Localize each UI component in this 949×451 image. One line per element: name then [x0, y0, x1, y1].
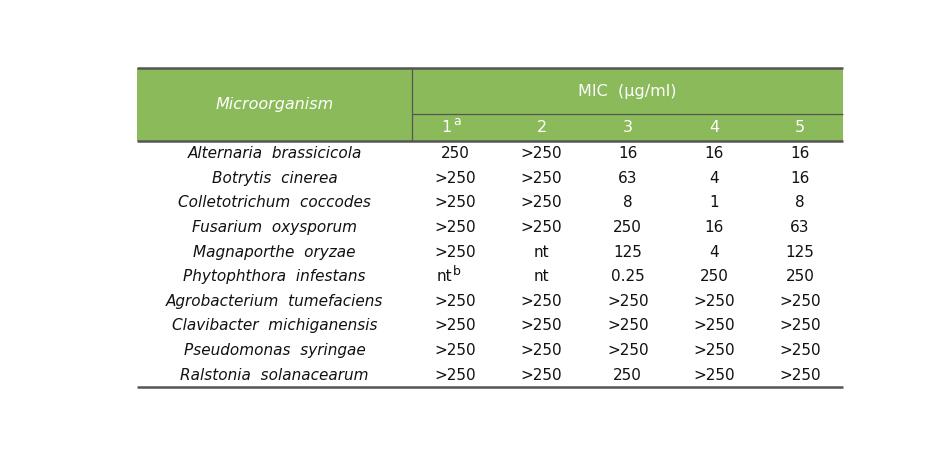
Text: 3: 3 [623, 120, 633, 135]
Text: Agrobacterium  tumefaciens: Agrobacterium tumefaciens [166, 294, 383, 309]
Text: >250: >250 [435, 368, 476, 383]
Text: 4: 4 [709, 120, 719, 135]
Text: 4: 4 [709, 245, 718, 260]
Text: >250: >250 [779, 343, 821, 358]
Text: >250: >250 [693, 318, 735, 333]
Text: 8: 8 [623, 195, 633, 211]
Text: 250: 250 [699, 269, 728, 284]
Text: Phytophthora  infestans: Phytophthora infestans [183, 269, 366, 284]
Bar [137, 166, 843, 191]
Text: >250: >250 [521, 220, 563, 235]
Text: >250: >250 [521, 171, 563, 186]
Text: >250: >250 [521, 294, 563, 309]
Text: Magnaporthe  oryzae: Magnaporthe oryzae [194, 245, 356, 260]
Text: >250: >250 [607, 318, 648, 333]
Text: nt: nt [437, 269, 452, 284]
Text: 63: 63 [618, 171, 638, 186]
Bar [137, 215, 843, 240]
Bar [137, 240, 843, 264]
Bar [137, 314, 843, 338]
Bar [137, 264, 843, 289]
Text: >250: >250 [435, 220, 476, 235]
Text: nt: nt [533, 269, 549, 284]
Text: Ralstonia  solanacearum: Ralstonia solanacearum [180, 368, 369, 383]
Text: >250: >250 [521, 318, 563, 333]
Text: 250: 250 [441, 146, 470, 161]
Text: >250: >250 [521, 195, 563, 211]
Bar [137, 338, 843, 363]
Bar [137, 191, 843, 215]
Text: >250: >250 [693, 294, 735, 309]
Text: Clavibacter  michiganensis: Clavibacter michiganensis [172, 318, 378, 333]
Text: >250: >250 [693, 343, 735, 358]
Text: >250: >250 [521, 146, 563, 161]
Text: 250: 250 [786, 269, 814, 284]
Text: 5: 5 [795, 120, 805, 135]
Text: >250: >250 [435, 294, 476, 309]
Text: 16: 16 [791, 171, 809, 186]
Text: b: b [454, 265, 461, 278]
Text: 16: 16 [791, 146, 809, 161]
Text: >250: >250 [779, 368, 821, 383]
Text: nt: nt [533, 245, 549, 260]
Text: 125: 125 [613, 245, 642, 260]
Text: Pseudomonas  syringae: Pseudomonas syringae [184, 343, 365, 358]
Text: 16: 16 [618, 146, 638, 161]
Text: 125: 125 [786, 245, 814, 260]
Text: 8: 8 [795, 195, 805, 211]
Text: 4: 4 [709, 171, 718, 186]
Text: MIC  (μg/ml): MIC (μg/ml) [579, 84, 677, 99]
Bar [137, 142, 843, 166]
Text: >250: >250 [607, 343, 648, 358]
Text: >250: >250 [693, 368, 735, 383]
Text: 16: 16 [704, 146, 723, 161]
Text: >250: >250 [435, 245, 476, 260]
Text: Microorganism: Microorganism [215, 97, 334, 112]
Text: Botrytis  cinerea: Botrytis cinerea [212, 171, 338, 186]
Text: >250: >250 [521, 368, 563, 383]
Text: Fusarium  oxysporum: Fusarium oxysporum [193, 220, 357, 235]
Text: 16: 16 [704, 220, 723, 235]
Text: 250: 250 [613, 368, 642, 383]
Text: >250: >250 [779, 294, 821, 309]
Bar [137, 363, 843, 387]
Text: 2: 2 [536, 120, 547, 135]
Text: 63: 63 [791, 220, 809, 235]
Text: >250: >250 [607, 294, 648, 309]
Text: Colletotrichum  coccodes: Colletotrichum coccodes [178, 195, 371, 211]
Text: >250: >250 [521, 343, 563, 358]
Text: 1: 1 [441, 120, 452, 135]
Text: 1: 1 [709, 195, 718, 211]
Text: >250: >250 [435, 171, 476, 186]
Text: >250: >250 [435, 318, 476, 333]
Text: 0.25: 0.25 [611, 269, 644, 284]
Text: a: a [454, 115, 461, 129]
Bar [137, 68, 843, 142]
Text: Alternaria  brassicicola: Alternaria brassicicola [188, 146, 362, 161]
Text: 250: 250 [613, 220, 642, 235]
Text: >250: >250 [435, 343, 476, 358]
Text: >250: >250 [779, 318, 821, 333]
Text: >250: >250 [435, 195, 476, 211]
Bar [137, 289, 843, 314]
